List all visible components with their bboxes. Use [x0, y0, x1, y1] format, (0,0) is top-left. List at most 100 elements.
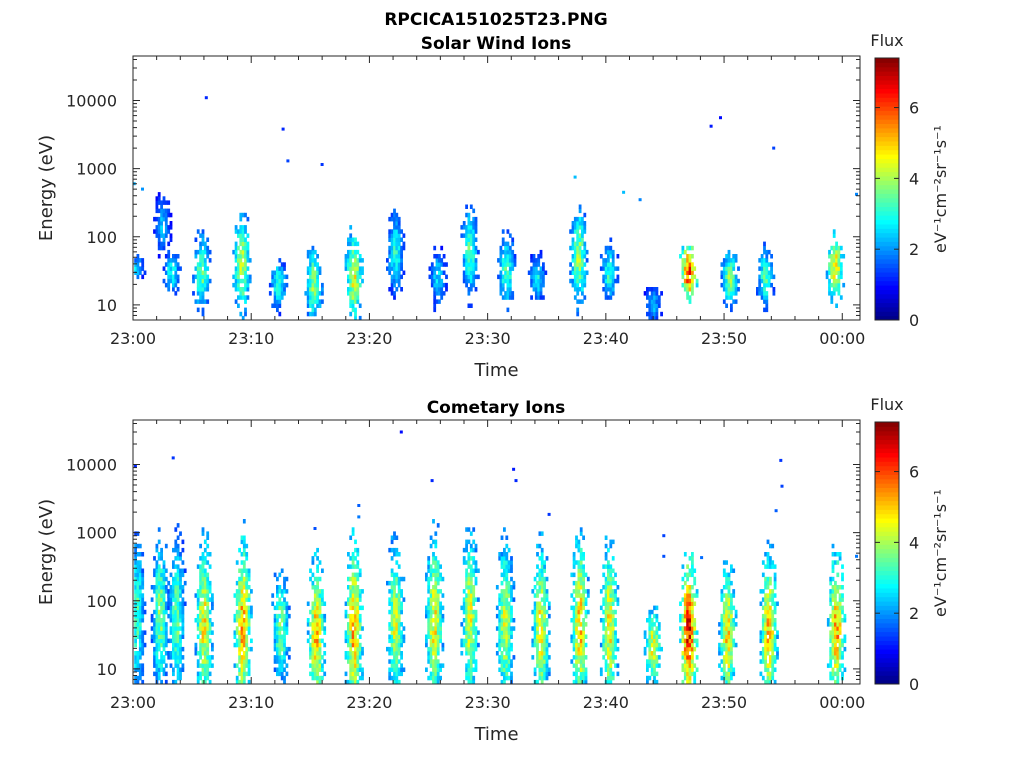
heatmap-cell: [206, 597, 210, 602]
heatmap-cell: [498, 556, 502, 561]
heatmap-cell: [354, 618, 357, 623]
heatmap-cell: [440, 282, 444, 288]
heatmap-cell: [760, 254, 764, 259]
heatmap-cell: [469, 646, 473, 652]
heatmap-cell: [536, 572, 539, 578]
heatmap-cell: [838, 642, 842, 648]
heatmap-cell: [358, 667, 362, 672]
heatmap-cell: [153, 663, 156, 668]
heatmap-cell: [691, 618, 694, 623]
heatmap-cell: [837, 258, 841, 263]
heatmap-cell: [769, 679, 772, 685]
heatmap-cell: [581, 291, 584, 296]
heatmap-cell: [604, 651, 608, 656]
heatmap-cell: [691, 634, 694, 639]
heatmap-cell: [579, 580, 583, 586]
heatmap-cell: [607, 609, 610, 615]
heatmap-cell: [722, 630, 726, 635]
heatmap-cell: [429, 568, 433, 573]
heatmap-cell: [244, 258, 247, 263]
heatmap-cell: [239, 291, 243, 296]
heatmap-cell: [309, 254, 312, 259]
heatmap-cell: [232, 249, 236, 255]
heatmap-cell: [582, 675, 585, 681]
heatmap-cell: [311, 270, 315, 275]
heatmap-cell: [604, 663, 608, 668]
heatmap-cell: [309, 274, 312, 280]
heatmap-cell: [235, 626, 239, 631]
heatmap-cell: [351, 564, 355, 569]
heatmap-cell: [467, 249, 471, 255]
heatmap-cell: [181, 667, 185, 672]
heatmap-cell: [136, 580, 140, 586]
heatmap-cell: [192, 278, 195, 284]
heatmap-cell: [766, 613, 770, 619]
heatmap-cell: [769, 576, 772, 582]
heatmap-cell: [607, 626, 610, 631]
heatmap-cell: [831, 638, 835, 644]
heatmap-cell: [472, 618, 476, 623]
heatmap-cell: [505, 601, 509, 606]
y-tick-label: 1000: [76, 524, 117, 543]
heatmap-cell: [162, 638, 166, 644]
heatmap-cell: [472, 270, 476, 275]
heatmap-cell: [400, 663, 403, 668]
heatmap-cell: [206, 655, 210, 660]
heatmap-cell: [467, 576, 471, 582]
heatmap-cell: [506, 282, 510, 288]
heatmap-cell: [467, 270, 471, 275]
heatmap-cell: [579, 605, 583, 611]
heatmap-cell: [837, 249, 841, 255]
heatmap-cell: [508, 282, 512, 288]
heatmap-cell: [578, 270, 582, 275]
heatmap-cell: [164, 679, 168, 685]
heatmap-cell: [771, 630, 775, 635]
heatmap-cell: [576, 299, 580, 304]
colorbar-gradient-step: [875, 250, 899, 255]
heatmap-cell: [167, 580, 171, 586]
heatmap-cell: [829, 597, 833, 602]
heatmap-cell: [356, 618, 360, 623]
heatmap-cell: [429, 675, 433, 681]
heatmap-cell: [402, 597, 406, 602]
heatmap-cell: [172, 630, 175, 635]
heatmap-cell: [174, 679, 178, 685]
heatmap-cell: [167, 597, 171, 602]
heatmap-cell: [758, 287, 762, 292]
heatmap-cell: [206, 552, 210, 557]
heatmap-cell: [469, 651, 473, 656]
heatmap-cell: [835, 245, 838, 251]
heatmap-cell: [344, 630, 348, 635]
heatmap-cell: [507, 622, 511, 627]
heatmap-cell: [240, 675, 244, 681]
heatmap-cell: [503, 564, 506, 569]
heatmap-cell: [646, 659, 649, 664]
heatmap-cell: [688, 572, 692, 578]
heatmap-cell: [467, 675, 471, 681]
heatmap-cell: [390, 547, 394, 553]
heatmap-cell: [472, 572, 476, 578]
heatmap-cell: [773, 655, 777, 660]
heatmap-cell: [172, 278, 175, 284]
heatmap-cell: [646, 618, 649, 623]
heatmap-cell: [679, 618, 682, 623]
heatmap-cell: [611, 638, 615, 644]
heatmap-cell: [460, 605, 464, 611]
heatmap-cell: [577, 675, 581, 681]
heatmap-cell: [688, 618, 692, 623]
heatmap-cell: [445, 282, 448, 288]
heatmap-cell: [609, 642, 613, 648]
heatmap-cell: [316, 659, 319, 664]
heatmap-cell: [201, 560, 205, 565]
heatmap-cell: [683, 626, 687, 631]
heatmap-cell: [400, 634, 403, 639]
heatmap-cell: [508, 270, 512, 275]
heatmap-cell: [309, 258, 312, 263]
heatmap-cell: [283, 291, 286, 296]
heatmap-cell: [500, 560, 504, 565]
heatmap-cell: [358, 315, 362, 321]
heatmap-cell: [835, 241, 838, 247]
heatmap-cell: [285, 626, 289, 631]
heatmap-cell: [498, 630, 502, 635]
heatmap-cell: [500, 634, 504, 639]
